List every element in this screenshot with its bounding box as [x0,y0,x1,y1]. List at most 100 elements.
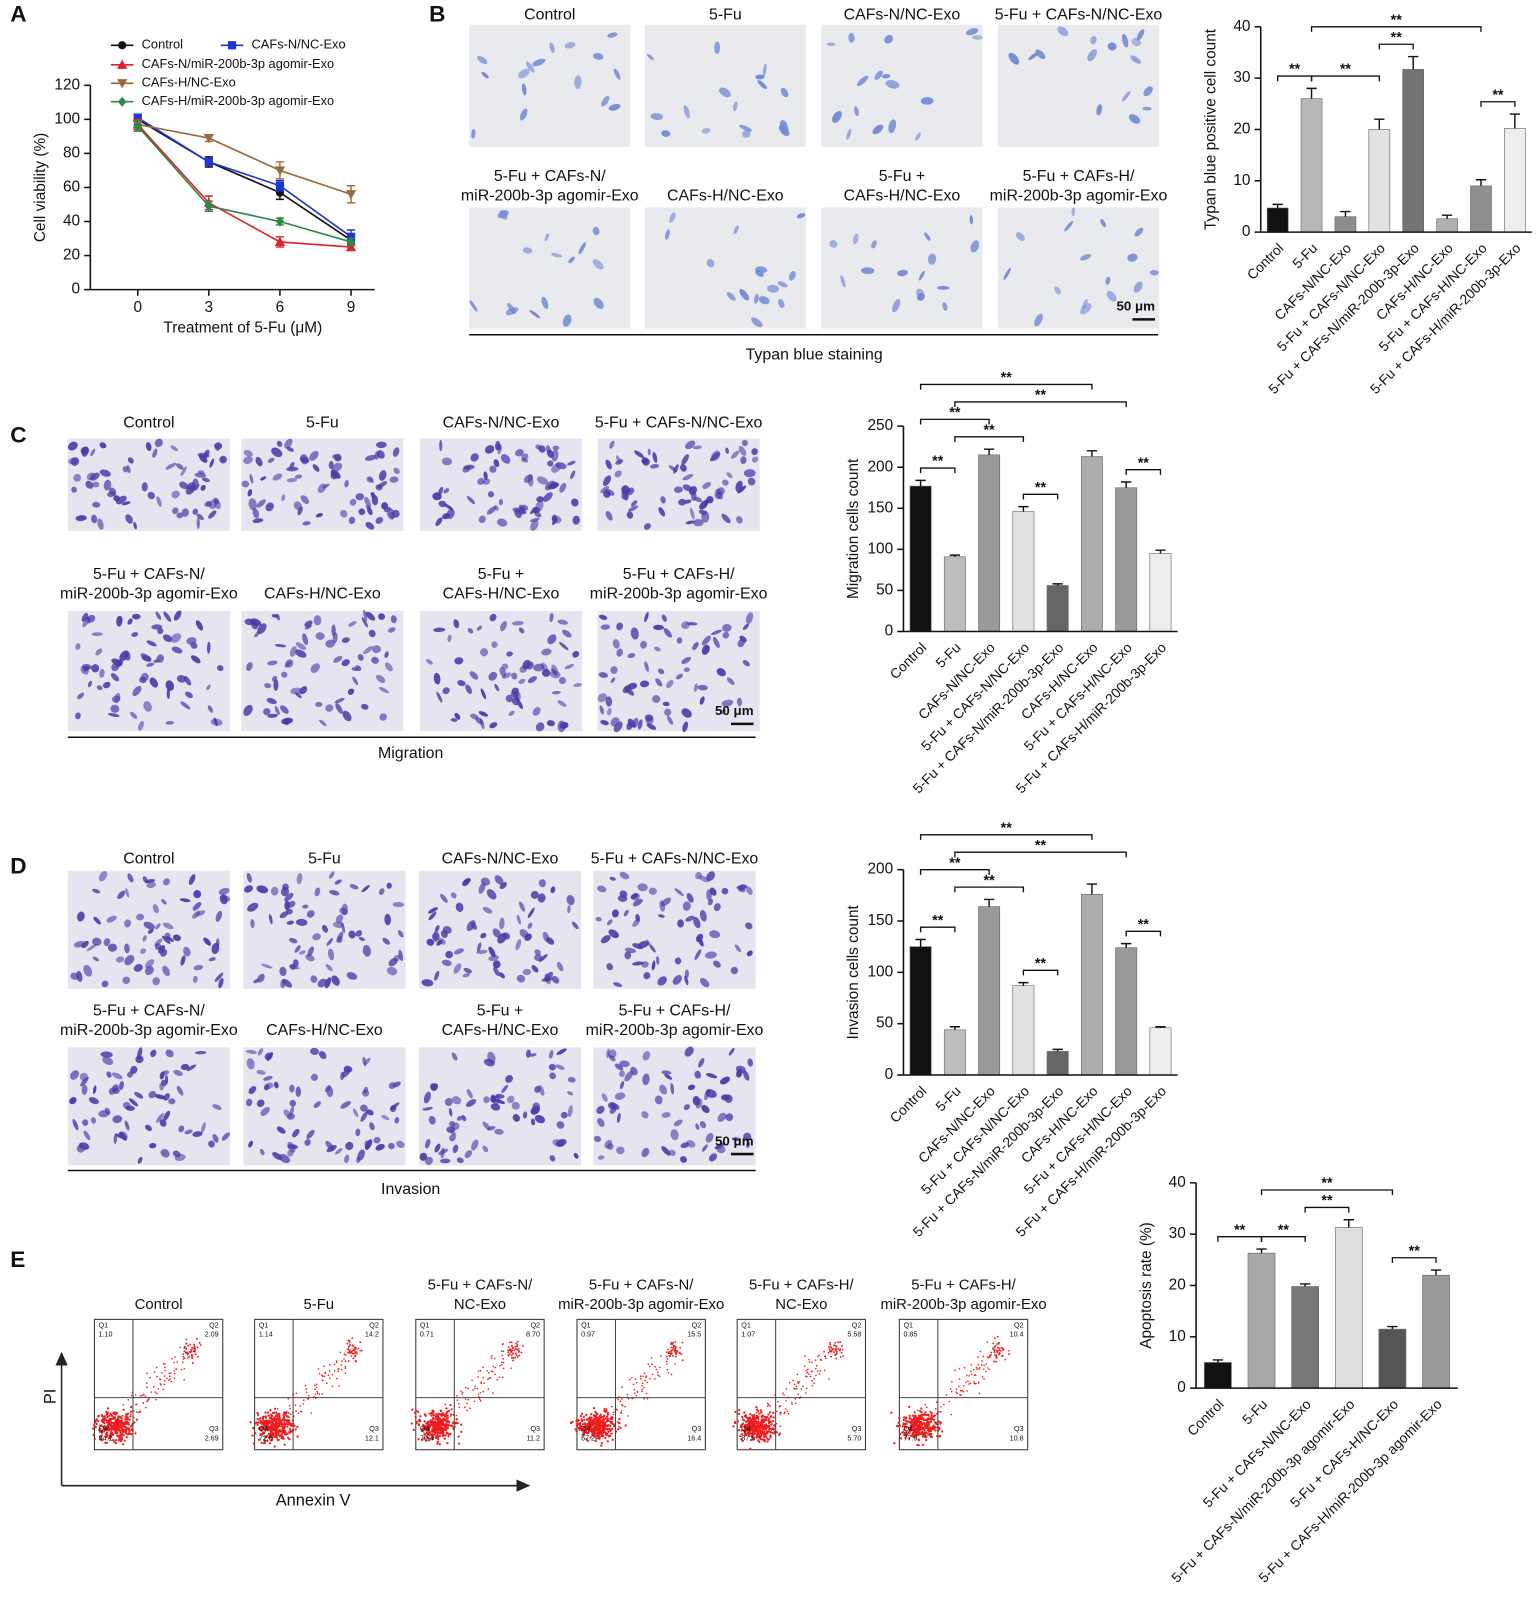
event-dot [329,1363,331,1366]
event-dot [658,1366,661,1369]
event-dot [828,1378,830,1380]
event-dot [739,1425,742,1428]
event-dot [442,1428,445,1431]
event-dot [629,1378,631,1381]
stained-cell [130,711,138,719]
event-dot [348,1352,351,1354]
event-dot [438,1443,441,1446]
stained-cell [344,480,349,488]
micrograph [67,610,230,732]
event-dot [428,1420,430,1423]
micrograph [644,207,806,329]
stained-cell [390,1102,400,1111]
event-dot [983,1378,985,1380]
event-dot [743,1411,746,1414]
stained-cell [482,1145,489,1153]
stained-cell [549,612,554,623]
stained-cell [1133,281,1143,293]
event-dot [927,1433,930,1436]
event-dot [95,1422,98,1426]
stained-cell [273,679,279,691]
micrograph [469,24,631,147]
stained-cell [489,613,497,622]
stained-cell [532,506,541,514]
stained-cell [556,1048,567,1055]
stained-cell [464,878,472,883]
event-dot [764,1425,767,1427]
marker [204,157,213,167]
stained-cell [440,1158,451,1164]
stained-cell [271,447,283,458]
scale-bar-label: 50 μm [1116,299,1155,314]
error-bar [1441,214,1453,219]
stained-cell [552,1139,565,1147]
stained-cell [457,680,466,687]
event-dot [299,1405,301,1407]
quadrant-name: Q2 [1014,1321,1024,1329]
stained-cell [494,683,500,692]
stained-cell [88,1097,99,1105]
stained-cell [76,970,83,982]
stained-cell [699,910,707,922]
stained-cell [609,440,615,449]
event-dot [194,1353,197,1356]
y-tick-label: 200 [868,861,894,878]
stained-cell [549,1155,556,1162]
stained-cell [294,474,303,479]
error-bar [915,938,926,947]
event-dot [498,1376,501,1379]
quadrant-name: Q1 [259,1321,269,1329]
event-dot [791,1401,793,1404]
event-dot [427,1427,430,1431]
stained-cell [176,675,187,683]
bar [1291,1286,1319,1389]
stained-cell [683,667,690,673]
stained-cell [139,676,147,684]
event-dot [439,1418,442,1420]
stained-cell [143,701,152,712]
stained-cell [161,935,171,944]
y-tick-label: 50 [876,1015,893,1032]
stained-cell [448,1108,453,1117]
x-tick-label: Control [1184,1396,1227,1439]
event-dot [958,1378,961,1380]
stained-cell [674,888,684,897]
stained-cell [305,954,315,962]
stained-cell [296,872,303,885]
event-dot [514,1356,517,1359]
stained-cell [599,705,604,715]
event-dot [620,1411,622,1414]
stained-cell [478,711,489,717]
stained-cell [362,609,368,622]
event-dot [186,1357,189,1359]
significance-label: ** [949,855,961,871]
event-dot [294,1404,297,1406]
stained-cell [92,956,100,962]
event-dot [651,1363,653,1365]
event-dot [600,1444,603,1447]
stained-cell [295,918,308,926]
event-dot [288,1404,291,1407]
stained-cell [335,914,344,923]
stained-cell [612,909,619,918]
event-dot [814,1359,817,1361]
event-dot [589,1428,593,1431]
event-dot [344,1360,347,1363]
event-dot [757,1418,760,1421]
event-dot [922,1435,925,1438]
event-dot [328,1377,331,1380]
stained-cell [657,668,665,675]
event-dot [425,1439,428,1442]
stained-cell [829,240,838,248]
stained-cell [621,489,632,495]
event-dot [770,1428,773,1431]
stained-cell [605,510,613,521]
significance-label: ** [1001,370,1013,386]
stained-cell [292,959,299,968]
event-dot [903,1416,906,1419]
stained-cell [523,474,533,483]
stained-cell [219,455,228,464]
stained-cell [709,452,720,462]
stained-cell [544,233,550,242]
event-dot [674,1347,677,1350]
